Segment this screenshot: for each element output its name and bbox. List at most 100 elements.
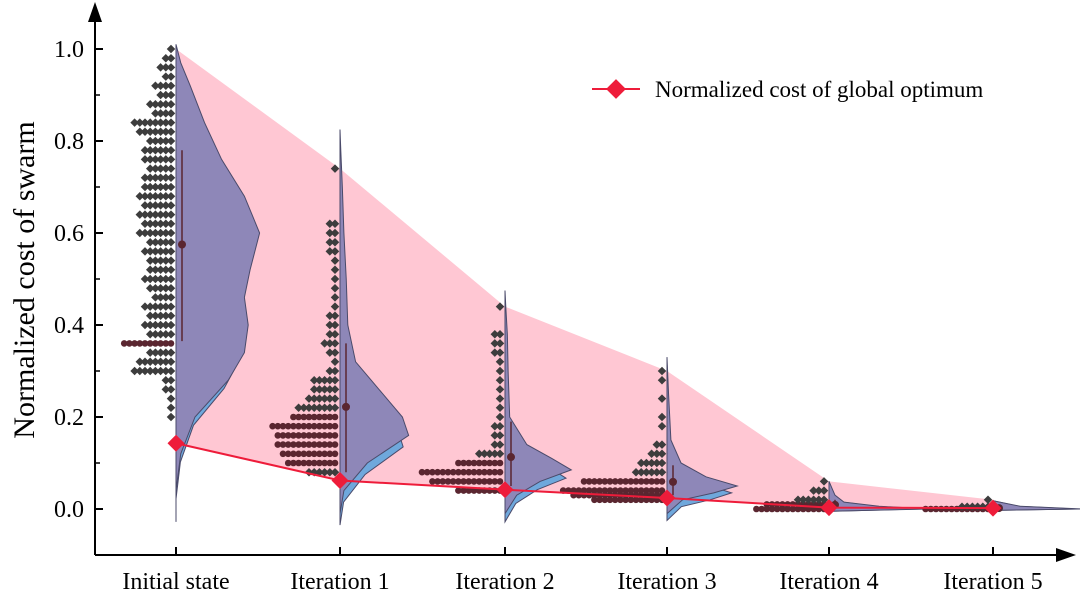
swarm-point bbox=[495, 412, 505, 422]
swarm-point bbox=[135, 118, 145, 127]
swarm-point bbox=[305, 450, 313, 458]
swarm-point bbox=[140, 228, 150, 238]
swarm-point bbox=[151, 210, 160, 219]
swarm-point bbox=[295, 432, 302, 439]
swarm-point bbox=[151, 311, 160, 321]
swarm-point bbox=[627, 496, 635, 504]
swarm-point bbox=[161, 228, 171, 238]
swarm-point bbox=[151, 256, 160, 265]
swarm-point bbox=[657, 421, 667, 431]
swarm-point bbox=[166, 265, 176, 275]
swarm-point bbox=[330, 283, 340, 293]
swarm-point bbox=[330, 164, 340, 173]
swarm-point bbox=[316, 432, 323, 439]
swarm-point bbox=[316, 413, 323, 421]
swarm-point bbox=[657, 449, 667, 459]
swarm-point bbox=[983, 495, 993, 505]
swarm-point bbox=[309, 385, 319, 394]
swarm-point bbox=[601, 478, 609, 485]
swarm-point bbox=[798, 495, 808, 505]
swarm-point bbox=[151, 109, 160, 118]
swarm-point bbox=[321, 422, 328, 430]
swarm-point bbox=[166, 118, 176, 127]
swarm-point bbox=[585, 487, 593, 494]
swarm-point bbox=[274, 432, 282, 439]
swarm-point bbox=[161, 274, 171, 284]
swarm-point bbox=[161, 201, 171, 210]
swarm-point bbox=[632, 487, 640, 494]
swarm-point bbox=[305, 441, 313, 448]
global-optimum-series bbox=[167, 434, 1002, 517]
swarm-point bbox=[300, 450, 308, 458]
swarm-point bbox=[470, 478, 478, 485]
swarm-point bbox=[161, 348, 171, 357]
swarm-point bbox=[145, 283, 155, 293]
swarm-point bbox=[140, 302, 150, 311]
global-optimum-marker bbox=[496, 481, 514, 499]
swarm-point bbox=[151, 127, 160, 137]
swarm-point bbox=[652, 458, 662, 468]
swarm-point bbox=[166, 311, 176, 321]
swarm-point bbox=[814, 495, 824, 505]
swarm-point bbox=[145, 182, 155, 192]
swarm-point bbox=[156, 173, 165, 183]
swarm-point bbox=[465, 478, 473, 485]
violin-body bbox=[504, 290, 573, 516]
swarm-point bbox=[658, 478, 666, 485]
swarm-point bbox=[758, 505, 765, 513]
swarm-point bbox=[653, 487, 661, 494]
swarm-point bbox=[320, 394, 329, 403]
swarm-point bbox=[156, 256, 165, 265]
swarm-point bbox=[784, 505, 791, 513]
swarm-point bbox=[475, 468, 483, 476]
swarm-point bbox=[490, 339, 500, 348]
swarm-point bbox=[320, 467, 329, 477]
swarm-point bbox=[611, 478, 619, 485]
swarm-point bbox=[439, 468, 447, 476]
swarm-point bbox=[299, 403, 309, 413]
swarm-point bbox=[166, 237, 176, 247]
swarm-point bbox=[274, 422, 282, 430]
swarm-point bbox=[166, 385, 176, 394]
swarm-point bbox=[145, 311, 155, 321]
swarm-point bbox=[295, 413, 302, 421]
swarm-point bbox=[156, 293, 165, 302]
swarm-point bbox=[809, 495, 818, 505]
swarm-point bbox=[145, 302, 155, 311]
swarm-point bbox=[156, 127, 165, 137]
swarm-point bbox=[330, 357, 340, 367]
swarm-point bbox=[305, 432, 313, 439]
swarm-point bbox=[455, 487, 462, 494]
swarm-point bbox=[161, 385, 171, 394]
swarm-point bbox=[145, 219, 155, 229]
swarm-point bbox=[151, 320, 160, 330]
swarm-point bbox=[166, 210, 176, 219]
swarm-point bbox=[161, 375, 171, 385]
swarm-point bbox=[325, 219, 335, 229]
swarm-point bbox=[151, 99, 160, 109]
swarm-point bbox=[470, 468, 478, 476]
swarm-point bbox=[145, 127, 155, 137]
swarm-point bbox=[151, 118, 160, 127]
swarm-point bbox=[151, 274, 160, 284]
swarm-point bbox=[637, 478, 645, 485]
swarm-point bbox=[495, 329, 505, 339]
swarm-point bbox=[290, 432, 297, 439]
y-axis-arrow bbox=[88, 2, 102, 22]
swarm-point bbox=[330, 302, 340, 311]
violin-layer bbox=[175, 44, 1080, 526]
violin-body bbox=[666, 357, 739, 515]
swarm-point bbox=[658, 487, 666, 494]
mean-marker bbox=[669, 477, 677, 486]
swarm-point bbox=[145, 210, 155, 219]
swarm-point bbox=[130, 366, 139, 376]
swarm-point bbox=[161, 164, 171, 173]
swarm-point bbox=[444, 468, 452, 476]
cost-range-band bbox=[176, 49, 993, 509]
swarm-point bbox=[166, 81, 176, 91]
swarm-point bbox=[140, 155, 150, 164]
swarm-point bbox=[495, 403, 505, 413]
y-axis-title: Normalized cost of swarm bbox=[8, 121, 41, 438]
swarm-point bbox=[145, 191, 155, 201]
swarm-dots-layer bbox=[120, 44, 993, 513]
